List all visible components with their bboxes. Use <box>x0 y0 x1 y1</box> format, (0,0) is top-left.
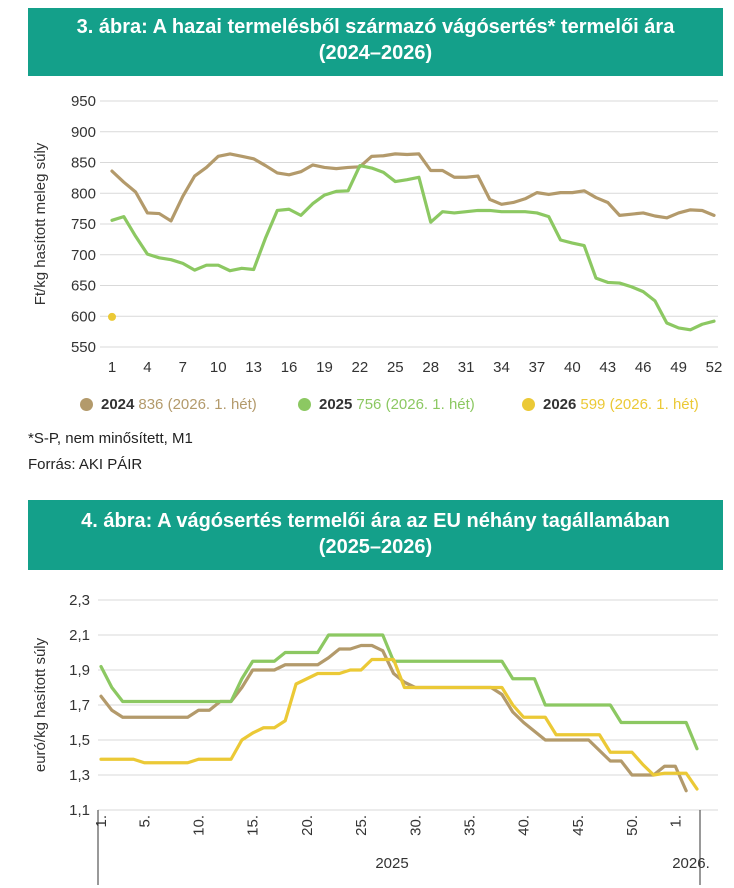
x-tick-label: 40. <box>516 815 533 836</box>
x-tick-label: 19 <box>316 359 333 376</box>
legend-year-2024: 2024 <box>101 396 135 413</box>
y-tick-label: 1,3 <box>69 767 90 784</box>
legend-value-2024: 836 (2026. 1. hét) <box>138 396 257 413</box>
y-tick-label: 650 <box>71 278 96 295</box>
figure1-footnote: *S-P, nem minősített, M1 <box>28 430 193 447</box>
y-tick-label: 700 <box>71 247 96 264</box>
year-label-2025: 2025 <box>375 855 408 872</box>
x-tick-label: 22 <box>352 359 369 376</box>
x-tick-label: 40 <box>564 359 581 376</box>
x-tick-label: 52 <box>706 359 723 376</box>
x-tick-label: 16 <box>281 359 298 376</box>
legend-dot-2024 <box>80 398 93 411</box>
x-tick-label: 46 <box>635 359 652 376</box>
figure2-title-line1: 4. ábra: A vágósertés termelői ára az EU… <box>81 510 670 532</box>
legend-dot-2025 <box>298 398 311 411</box>
figure2-title: 4. ábra: A vágósertés termelői ára az EU… <box>28 500 723 570</box>
x-tick-label: 50. <box>624 815 641 836</box>
legend-item-2026: 2026 599 (2026. 1. hét) <box>522 396 699 413</box>
figure1-title: 3. ábra: A hazai termelésből származó vá… <box>28 8 723 76</box>
x-tick-label: 13 <box>245 359 262 376</box>
x-tick-label: 20. <box>299 815 316 836</box>
series-line-yellow <box>99 657 699 791</box>
legend-item-2025: 2025 756 (2026. 1. hét) <box>298 396 475 413</box>
x-tick-label: 1 <box>108 359 116 376</box>
legend-item-2024: 2024 836 (2026. 1. hét) <box>80 396 257 413</box>
y-tick-label: 950 <box>71 93 96 110</box>
x-tick-label: 1. <box>667 815 684 828</box>
series-line-brown <box>99 643 688 793</box>
y-tick-label: 600 <box>71 308 96 325</box>
x-tick-label: 10 <box>210 359 227 376</box>
series-line-2025 <box>110 163 716 332</box>
x-tick-label: 49 <box>670 359 687 376</box>
y-tick-label: 550 <box>71 339 96 356</box>
x-tick-label: 30. <box>407 815 424 836</box>
figure1-title-line1: 3. ábra: A hazai termelésből származó vá… <box>76 16 675 38</box>
x-tick-label: 31 <box>458 359 475 376</box>
series-line-green <box>99 633 699 751</box>
figure1-source: Forrás: AKI PÁIR <box>28 456 143 473</box>
y-tick-label: 2,1 <box>69 627 90 644</box>
series-line-2024 <box>110 152 716 223</box>
y-tick-label: 750 <box>71 216 96 233</box>
legend-value-2025: 756 (2026. 1. hét) <box>356 396 475 413</box>
legend-dot-2026 <box>522 398 535 411</box>
y-tick-label: 1,7 <box>69 697 90 714</box>
x-tick-label: 15. <box>245 815 262 836</box>
x-tick-label: 37 <box>529 359 546 376</box>
series-point-2026 <box>108 312 116 321</box>
figure1-chart: 550 600 650 700 750 800 850 900 950 1 4 7 10 13 16 19 22… <box>32 93 723 376</box>
y-tick-label: 1,5 <box>69 732 90 749</box>
figure2-title-line2: (2025–2026) <box>318 536 433 558</box>
legend-year-2026: 2026 <box>543 396 577 413</box>
y-tick-label: 900 <box>71 124 96 141</box>
x-tick-label: 7 <box>179 359 187 376</box>
figure1-title-line2: (2024–2026) <box>318 42 433 64</box>
year-label-2026: 2026. <box>672 855 710 872</box>
y-axis-label: Ft/kg hasított meleg súly <box>32 142 49 305</box>
legend-year-2025: 2025 <box>319 396 353 413</box>
legend-value-2026: 599 (2026. 1. hét) <box>580 396 699 413</box>
y-tick-label: 850 <box>71 155 96 172</box>
x-tick-label: 45. <box>570 815 587 836</box>
x-tick-label: 35. <box>461 815 478 836</box>
y-tick-label: 2,3 <box>69 592 90 609</box>
y-tick-label: 1,9 <box>69 662 90 679</box>
x-tick-label: 28 <box>422 359 439 376</box>
x-tick-label: 5. <box>136 815 153 828</box>
y-axis-label: euró/kg hasított súly <box>32 637 49 772</box>
x-tick-label: 25 <box>387 359 404 376</box>
y-tick-label: 800 <box>71 185 96 202</box>
x-tick-label: 43 <box>599 359 616 376</box>
x-tick-label: 4 <box>143 359 151 376</box>
x-tick-label: 25. <box>353 815 370 836</box>
x-tick-label: 1. <box>93 815 110 828</box>
x-tick-label: 34 <box>493 359 510 376</box>
y-tick-label: 1,1 <box>69 802 90 819</box>
x-tick-label: 10. <box>191 815 208 836</box>
